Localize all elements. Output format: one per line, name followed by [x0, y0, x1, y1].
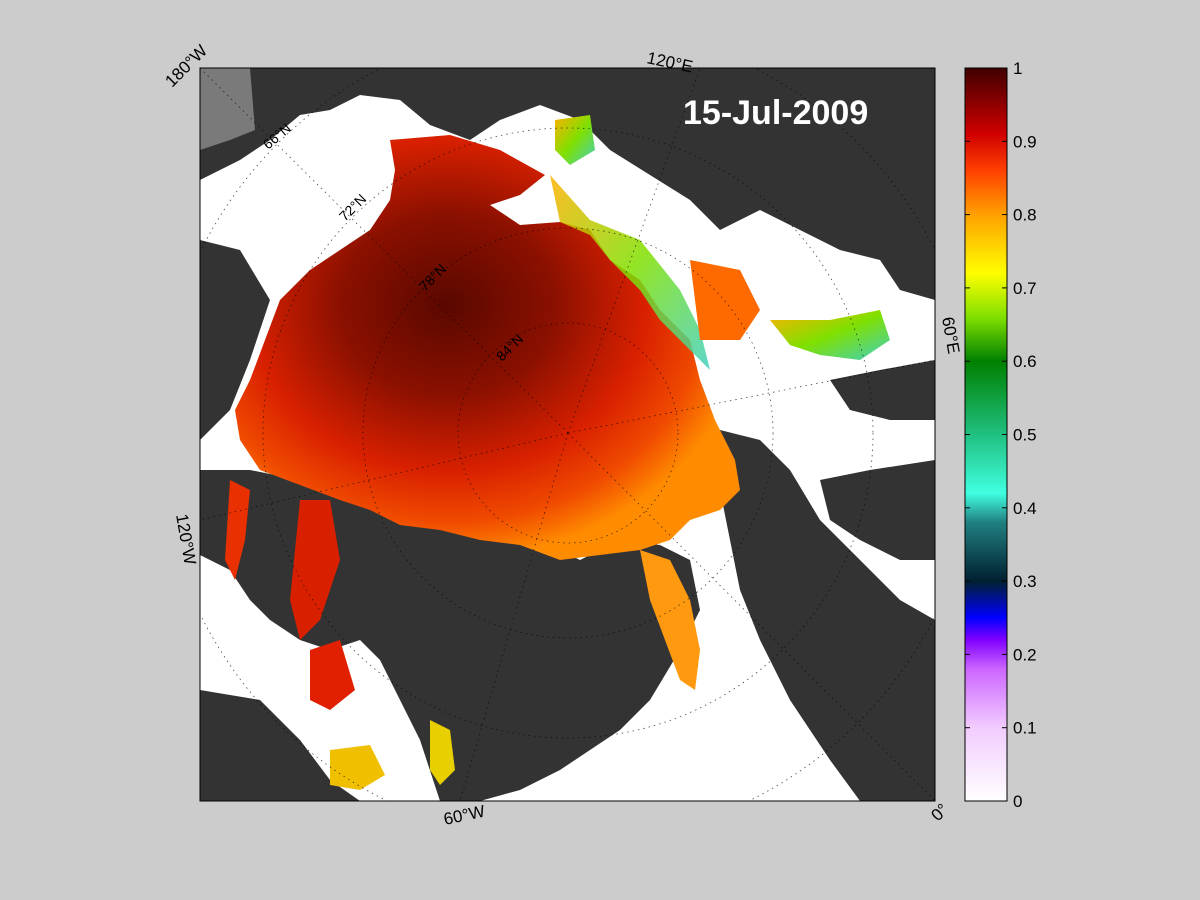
colorbar-tick-label: 0	[1013, 792, 1022, 811]
colorbar-tick-label: 0.3	[1013, 572, 1037, 591]
colorbar-tick-label: 0.7	[1013, 279, 1037, 298]
colorbar-tick-label: 0.1	[1013, 719, 1037, 738]
colorbar-tick-label: 0.8	[1013, 206, 1037, 225]
lon-label-120w: 120°W	[172, 512, 200, 566]
sea-ice-concentration	[225, 115, 890, 790]
colorbar-ticks: 1 0.9 0.8 0.7 0.6 0.5 0.4 0.3 0.2 0.1 0	[965, 59, 1037, 811]
graticule	[200, 68, 935, 801]
map-panel: 66°N 72°N 78°N 84°N 15-Jul-2009	[200, 68, 935, 801]
colorbar-tick-label: 0.4	[1013, 499, 1037, 518]
colorbar: 1 0.9 0.8 0.7 0.6 0.5 0.4 0.3 0.2 0.1 0	[964, 59, 1037, 811]
lon-label-0: 0°	[927, 800, 952, 825]
colorbar-gradient	[964, 67, 1008, 802]
colorbar-tick-label: 0.9	[1013, 132, 1037, 151]
colorbar-tick-label: 0.2	[1013, 645, 1037, 664]
lon-label-60e: 60°E	[938, 315, 963, 355]
colorbar-tick-label: 0.5	[1013, 426, 1037, 445]
colorbar-tick-label: 1	[1013, 59, 1022, 78]
colorbar-tick-label: 0.6	[1013, 352, 1037, 371]
map-frame	[199, 67, 936, 802]
lon-label-60w: 60°W	[442, 802, 487, 829]
date-label: 15-Jul-2009	[683, 94, 868, 132]
